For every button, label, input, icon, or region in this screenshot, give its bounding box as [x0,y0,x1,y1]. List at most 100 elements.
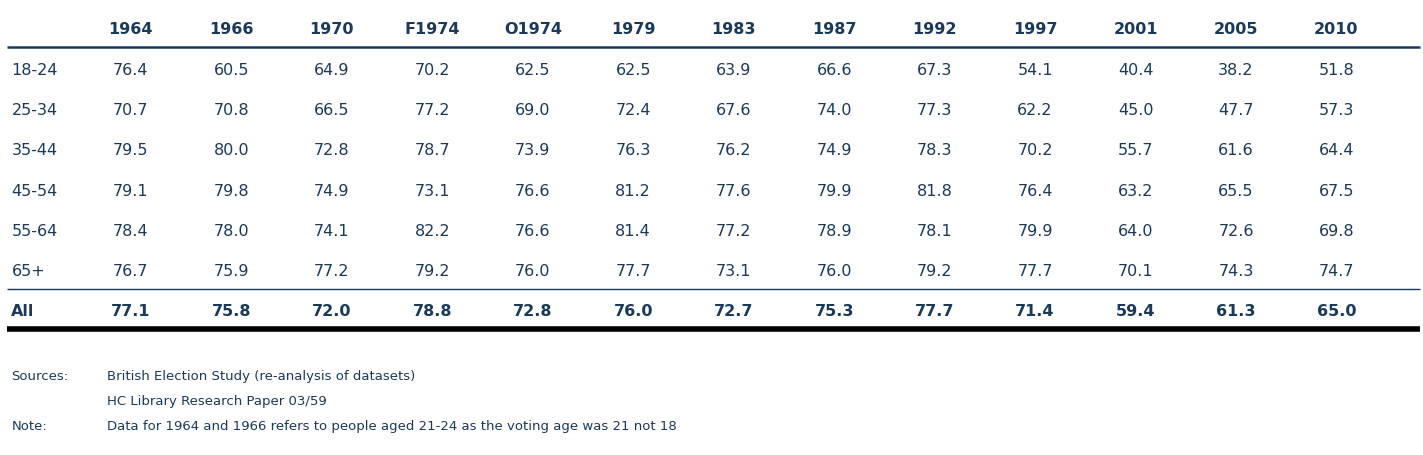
Text: 78.3: 78.3 [916,143,952,158]
Text: 66.5: 66.5 [314,103,350,118]
Text: O1974: O1974 [504,22,562,37]
Text: 76.2: 76.2 [716,143,751,158]
Text: 55.7: 55.7 [1118,143,1153,158]
Text: 45.0: 45.0 [1118,103,1153,118]
Text: 1964: 1964 [108,22,154,37]
Text: 78.8: 78.8 [413,303,453,318]
Text: 65.0: 65.0 [1316,303,1356,318]
Text: 35-44: 35-44 [11,143,57,158]
Text: 76.4: 76.4 [1017,183,1053,198]
Text: 69.8: 69.8 [1319,223,1355,238]
Text: 2001: 2001 [1113,22,1158,37]
Text: 76.3: 76.3 [616,143,650,158]
Text: 1997: 1997 [1013,22,1057,37]
Text: 67.3: 67.3 [916,63,952,78]
Text: 79.9: 79.9 [1017,223,1053,238]
Text: 40.4: 40.4 [1118,63,1153,78]
Text: 76.0: 76.0 [613,303,653,318]
Text: 81.4: 81.4 [615,223,652,238]
Text: Data for 1964 and 1966 refers to people aged 21-24 as the voting age was 21 not : Data for 1964 and 1966 refers to people … [107,419,676,432]
Text: 64.0: 64.0 [1118,223,1153,238]
Text: 72.7: 72.7 [714,303,753,318]
Text: 81.2: 81.2 [615,183,652,198]
Text: 77.7: 77.7 [915,303,955,318]
Text: Note:: Note: [11,419,47,432]
Text: 62.2: 62.2 [1017,103,1053,118]
Text: 75.8: 75.8 [212,303,250,318]
Text: 72.8: 72.8 [314,143,350,158]
Text: 55-64: 55-64 [11,223,58,238]
Text: 45-54: 45-54 [11,183,58,198]
Text: 54.1: 54.1 [1017,63,1053,78]
Text: 65.5: 65.5 [1218,183,1254,198]
Text: 70.2: 70.2 [414,63,450,78]
Text: 69.0: 69.0 [515,103,551,118]
Text: 76.0: 76.0 [817,263,852,278]
Text: 78.0: 78.0 [213,223,249,238]
Text: 64.9: 64.9 [314,63,350,78]
Text: 2010: 2010 [1315,22,1359,37]
Text: 72.4: 72.4 [616,103,650,118]
Text: 70.8: 70.8 [213,103,249,118]
Text: 63.2: 63.2 [1118,183,1153,198]
Text: 64.4: 64.4 [1319,143,1355,158]
Text: 72.8: 72.8 [514,303,552,318]
Text: HC Library Research Paper 03/59: HC Library Research Paper 03/59 [107,394,326,407]
Text: 74.9: 74.9 [817,143,852,158]
Text: 76.7: 76.7 [114,263,148,278]
Text: 78.4: 78.4 [112,223,149,238]
Text: 77.2: 77.2 [414,103,450,118]
Text: 74.0: 74.0 [817,103,852,118]
Text: 70.7: 70.7 [114,103,148,118]
Text: Sources:: Sources: [11,369,68,382]
Text: 74.1: 74.1 [314,223,350,238]
Text: 74.9: 74.9 [314,183,350,198]
Text: All: All [11,303,34,318]
Text: 79.2: 79.2 [414,263,450,278]
Text: 73.9: 73.9 [515,143,551,158]
Text: 60.5: 60.5 [213,63,249,78]
Text: 80.0: 80.0 [213,143,249,158]
Text: 65+: 65+ [11,263,46,278]
Text: 75.9: 75.9 [213,263,249,278]
Text: 1992: 1992 [912,22,956,37]
Text: 79.9: 79.9 [817,183,852,198]
Text: 77.6: 77.6 [716,183,751,198]
Text: 67.5: 67.5 [1319,183,1355,198]
Text: 63.9: 63.9 [716,63,751,78]
Text: 78.9: 78.9 [817,223,852,238]
Text: 62.5: 62.5 [616,63,650,78]
Text: 77.7: 77.7 [616,263,650,278]
Text: 77.7: 77.7 [1017,263,1053,278]
Text: 1983: 1983 [712,22,756,37]
Text: 1966: 1966 [209,22,253,37]
Text: 25-34: 25-34 [11,103,57,118]
Text: 75.3: 75.3 [814,303,854,318]
Text: 72.6: 72.6 [1218,223,1254,238]
Text: 78.7: 78.7 [414,143,450,158]
Text: 73.1: 73.1 [414,183,450,198]
Text: 1979: 1979 [610,22,656,37]
Text: 77.2: 77.2 [716,223,751,238]
Text: 79.1: 79.1 [112,183,149,198]
Text: 74.3: 74.3 [1218,263,1254,278]
Text: 77.3: 77.3 [916,103,952,118]
Text: 47.7: 47.7 [1218,103,1254,118]
Text: 1970: 1970 [310,22,354,37]
Text: 38.2: 38.2 [1218,63,1254,78]
Text: 77.2: 77.2 [314,263,350,278]
Text: 79.2: 79.2 [916,263,952,278]
Text: British Election Study (re-analysis of datasets): British Election Study (re-analysis of d… [107,369,416,382]
Text: 71.4: 71.4 [1016,303,1054,318]
Text: 74.7: 74.7 [1319,263,1355,278]
Text: 77.1: 77.1 [111,303,151,318]
Text: 79.5: 79.5 [114,143,148,158]
Text: 78.1: 78.1 [916,223,952,238]
Text: 79.8: 79.8 [213,183,249,198]
Text: 67.6: 67.6 [716,103,751,118]
Text: 59.4: 59.4 [1116,303,1155,318]
Text: 61.3: 61.3 [1217,303,1255,318]
Text: 70.2: 70.2 [1017,143,1053,158]
Text: 76.0: 76.0 [515,263,551,278]
Text: 76.4: 76.4 [114,63,148,78]
